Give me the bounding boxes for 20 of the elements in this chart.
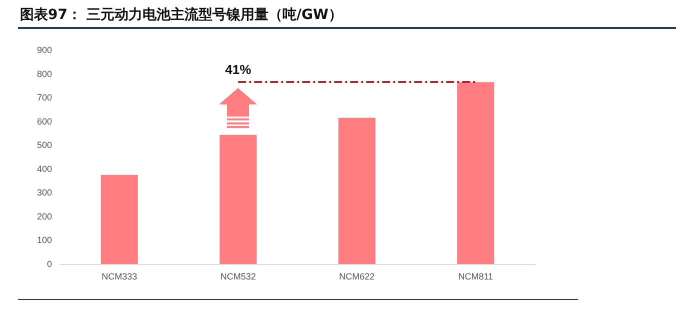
y-tick-label: 600	[36, 116, 52, 126]
bar	[457, 82, 494, 264]
y-tick-label: 900	[36, 45, 52, 55]
bar	[220, 134, 257, 264]
y-tick-label: 700	[36, 92, 52, 103]
y-tick-label: 800	[36, 68, 52, 79]
y-tick-label: 400	[36, 164, 52, 174]
x-tick-label: NCM532	[220, 272, 256, 282]
y-tick-label: 300	[36, 188, 52, 198]
x-tick-label: NCM811	[458, 272, 494, 282]
x-tick-label: NCM333	[102, 272, 138, 282]
annotation: 41%	[225, 62, 252, 78]
y-tick-label: 500	[36, 140, 52, 150]
chart-title: 图表97： 三元动力电池主流型号镍用量（吨/GW）	[20, 6, 342, 24]
bar	[338, 118, 376, 264]
y-tick-label: 0	[46, 259, 52, 269]
y-tick-label: 200	[36, 211, 52, 222]
bar	[100, 174, 138, 264]
x-tick-label: NCM622	[339, 272, 375, 282]
y-tick-label: 100	[36, 235, 52, 246]
